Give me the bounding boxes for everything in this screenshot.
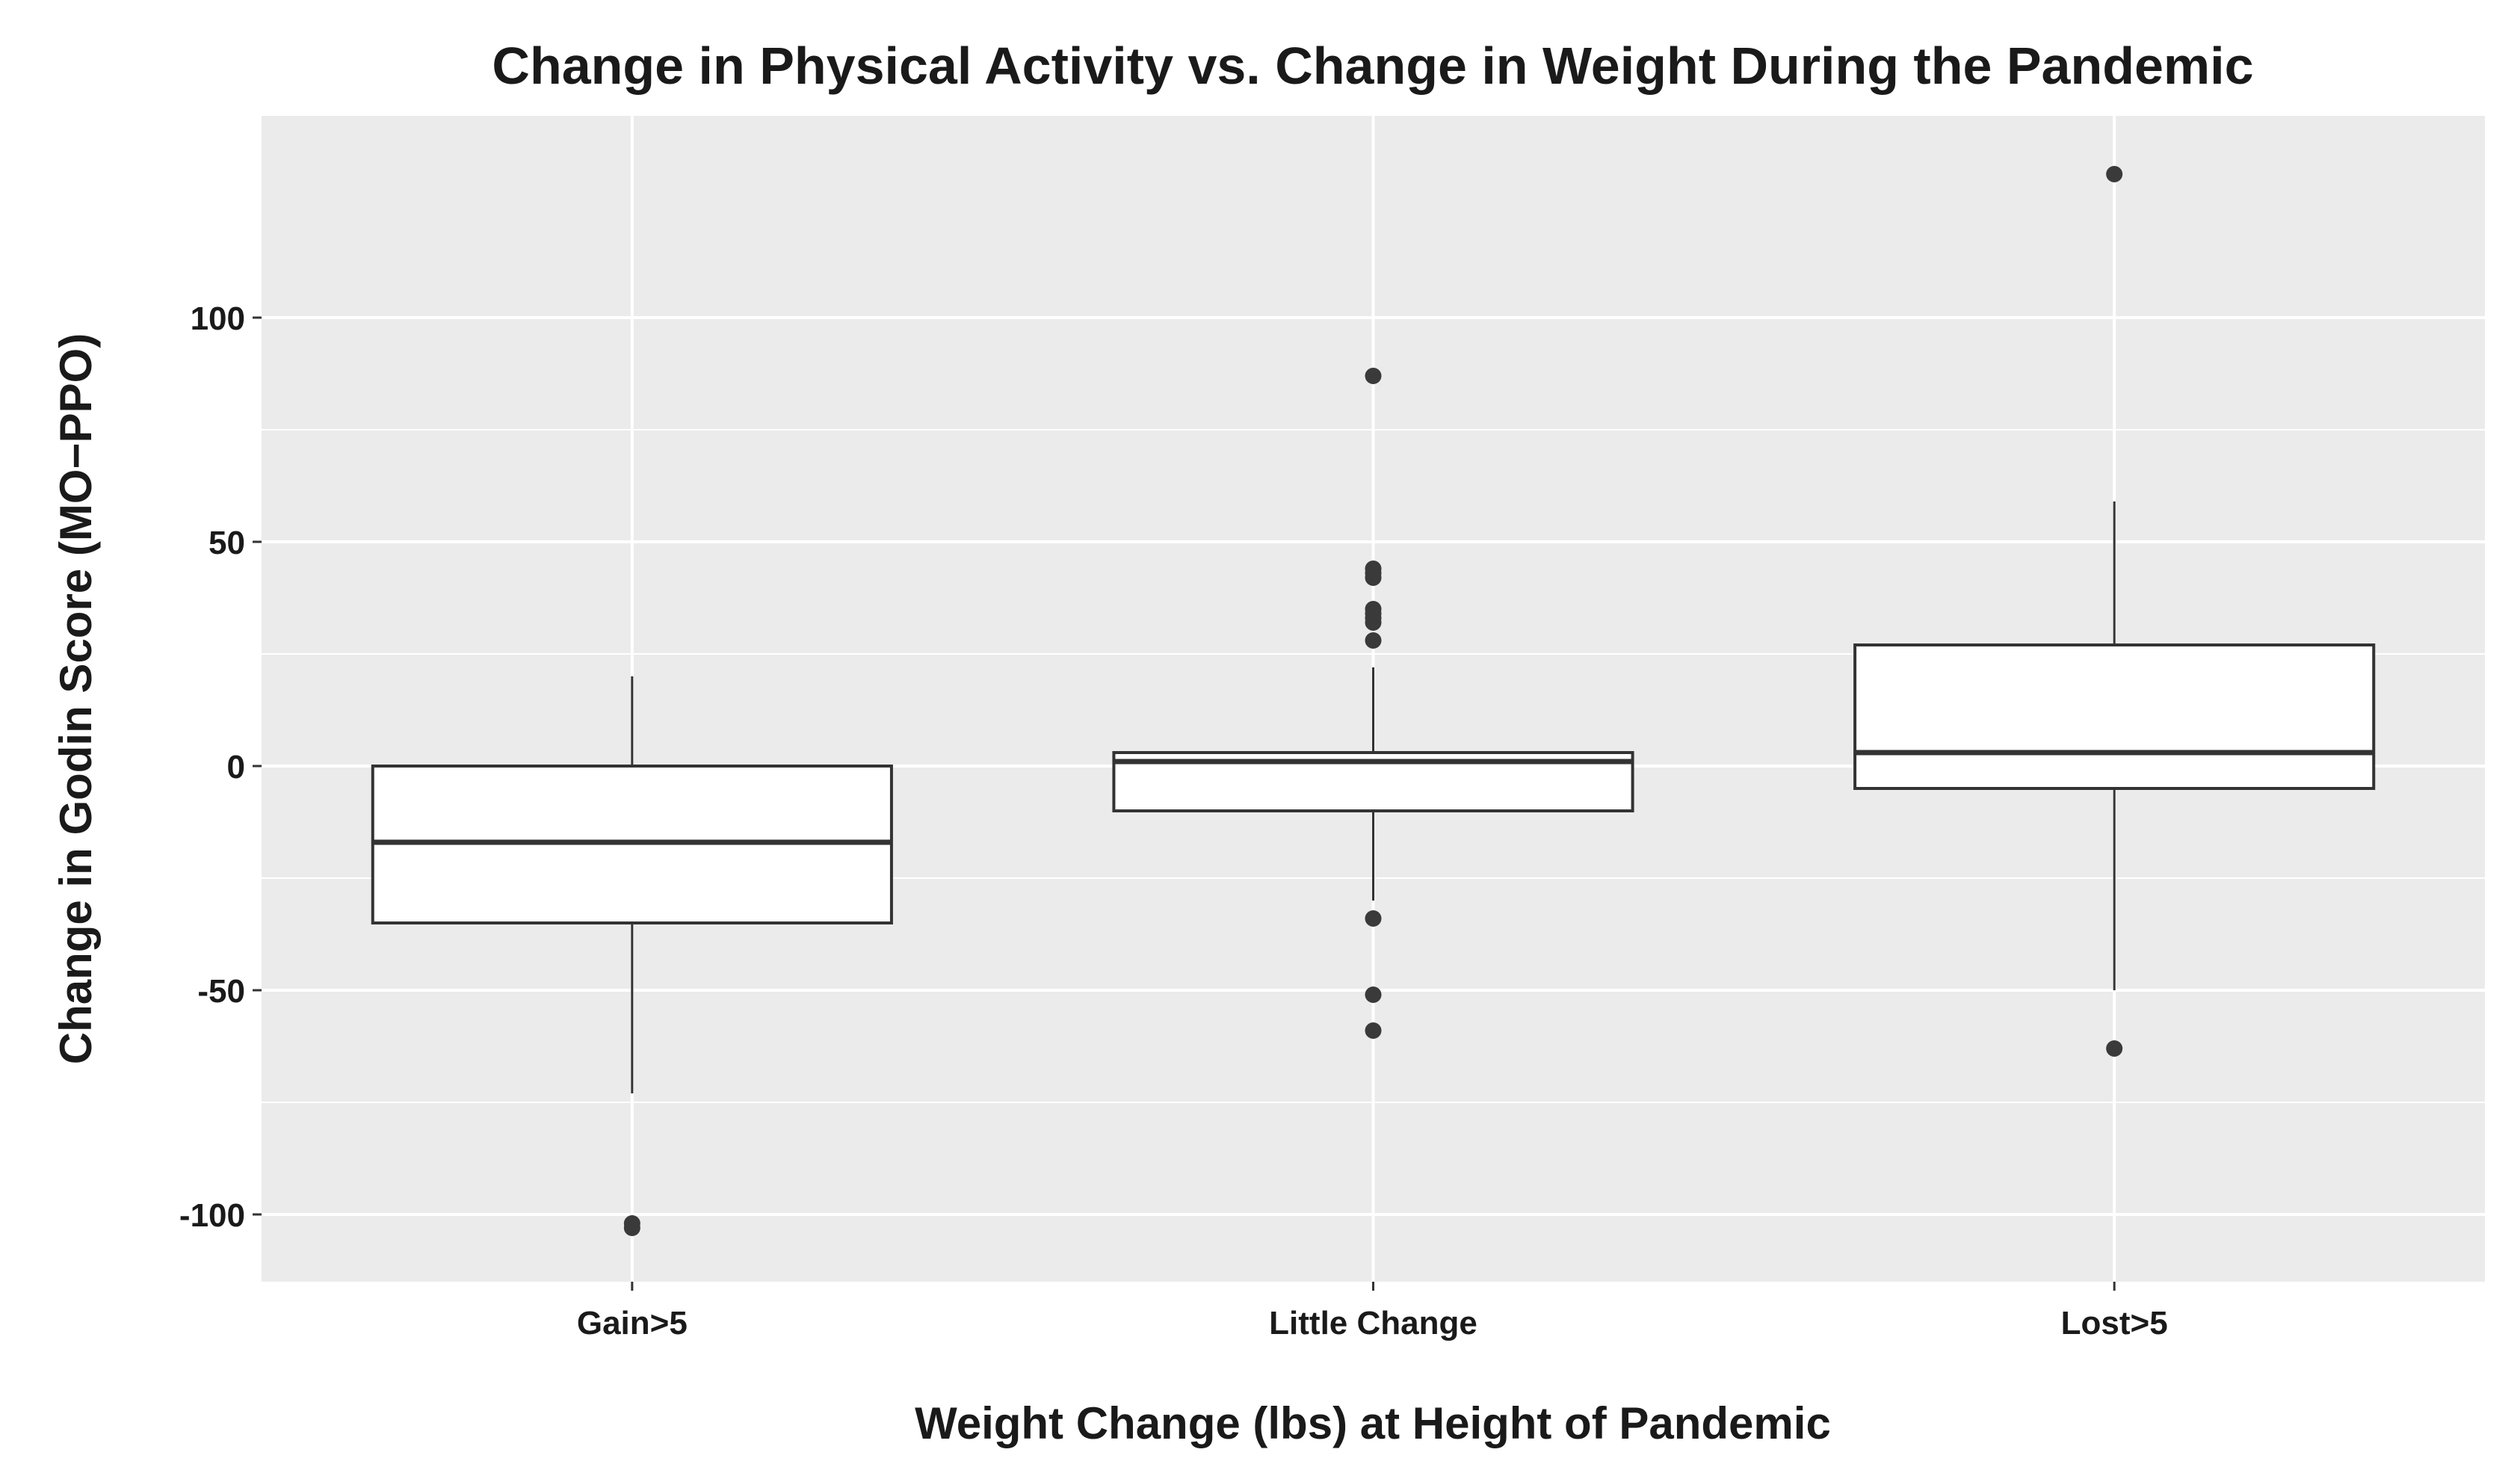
y-tick-label: 100 xyxy=(191,300,245,337)
box-group xyxy=(1112,368,1634,1039)
box-series xyxy=(371,166,2376,1236)
box-iqr xyxy=(1853,643,2376,790)
y-tick-label: -100 xyxy=(179,1197,245,1234)
x-tick-label: Lost>5 xyxy=(2061,1305,2168,1341)
x-tick-label: Gain>5 xyxy=(577,1305,688,1341)
y-tick-label: -50 xyxy=(197,973,245,1010)
box-group xyxy=(1853,166,2376,1057)
x-axis-label: Weight Change (lbs) at Height of Pandemi… xyxy=(915,1398,1831,1448)
outlier-point xyxy=(623,1220,640,1236)
y-axis-ticks: -100 -50 0 50 100 xyxy=(179,300,262,1234)
outlier-point xyxy=(1365,910,1382,927)
outlier-point xyxy=(1365,614,1382,631)
y-tick-label: 0 xyxy=(227,749,245,785)
outlier-point xyxy=(2106,166,2123,182)
outlier-point xyxy=(1365,368,1382,384)
x-tick-label: Little Change xyxy=(1269,1305,1477,1341)
y-tick-label: 50 xyxy=(209,525,245,561)
outlier-point xyxy=(1365,569,1382,586)
chart-title: Change in Physical Activity vs. Change i… xyxy=(492,37,2253,95)
outlier-point xyxy=(2106,1040,2123,1057)
y-axis-label: Change in Godin Score (MO−PPO) xyxy=(51,333,101,1064)
box-group xyxy=(371,676,893,1236)
outlier-point xyxy=(1365,1022,1382,1039)
x-axis-ticks: Gain>5 Little Change Lost>5 xyxy=(577,1282,2168,1341)
outlier-point xyxy=(1365,632,1382,649)
outlier-point xyxy=(1365,986,1382,1003)
